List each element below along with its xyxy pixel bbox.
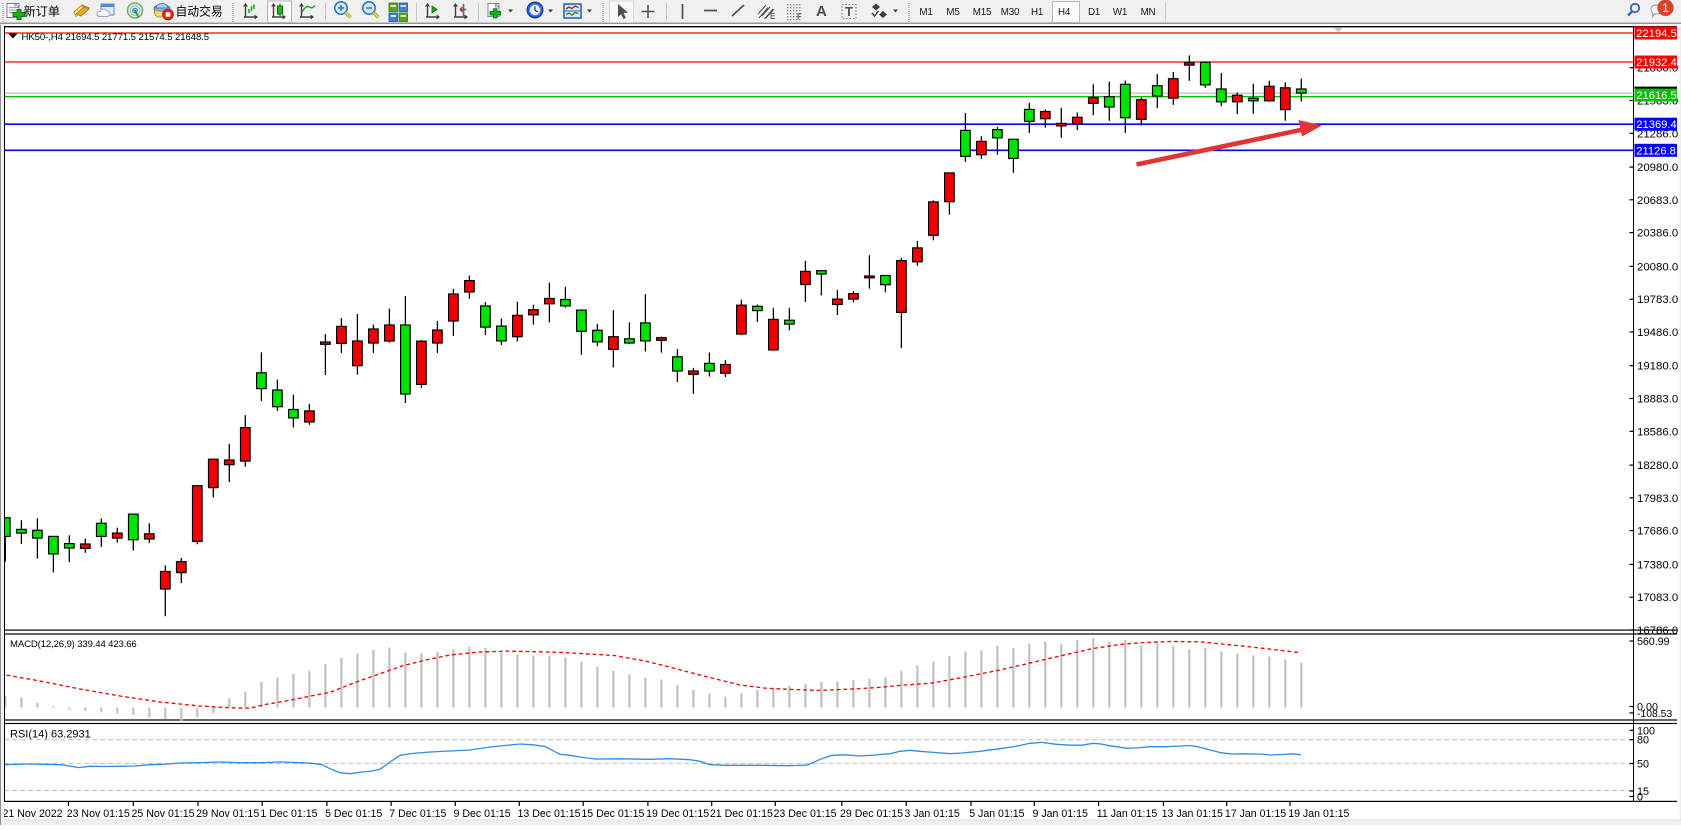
svg-text:22194.5: 22194.5 <box>1636 28 1676 40</box>
svg-text:19486.0: 19486.0 <box>1637 327 1678 339</box>
svg-text:20386.0: 20386.0 <box>1637 228 1678 240</box>
svg-text:新订单: 新订单 <box>24 4 61 19</box>
svg-text:M15: M15 <box>973 7 992 18</box>
svg-text:80: 80 <box>1637 735 1649 747</box>
svg-text:-108.53: -108.53 <box>1637 709 1672 720</box>
svg-text:W1: W1 <box>1113 7 1127 18</box>
svg-text:21 Dec 01:15: 21 Dec 01:15 <box>710 808 773 820</box>
svg-text:M1: M1 <box>919 7 932 18</box>
svg-text:H1: H1 <box>1031 7 1043 18</box>
svg-text:15: 15 <box>1637 786 1649 798</box>
svg-text:19783.0: 19783.0 <box>1637 294 1678 306</box>
svg-text:9 Dec 01:15: 9 Dec 01:15 <box>454 808 511 820</box>
svg-text:16786.0: 16786.0 <box>1637 625 1678 637</box>
svg-text:21932.4: 21932.4 <box>1636 57 1676 69</box>
svg-text:20980.0: 20980.0 <box>1637 162 1678 174</box>
svg-text:1: 1 <box>1662 1 1669 15</box>
svg-text:M5: M5 <box>946 7 960 18</box>
svg-text:A: A <box>816 3 827 20</box>
svg-text:D1: D1 <box>1088 7 1100 18</box>
svg-text:29 Dec 01:15: 29 Dec 01:15 <box>840 808 903 820</box>
svg-text:23 Nov 01:15: 23 Nov 01:15 <box>67 808 130 820</box>
svg-text:0.00: 0.00 <box>1637 702 1658 714</box>
svg-text:0: 0 <box>1637 792 1643 804</box>
svg-text:17 Jan 01:15: 17 Jan 01:15 <box>1225 808 1286 820</box>
svg-text:7 Dec 01:15: 7 Dec 01:15 <box>389 808 446 820</box>
svg-text:5 Jan 01:15: 5 Jan 01:15 <box>969 808 1024 820</box>
svg-text:100: 100 <box>1637 725 1655 737</box>
svg-text:20080.0: 20080.0 <box>1637 261 1678 273</box>
svg-text:21286.0: 21286.0 <box>1637 128 1678 140</box>
svg-text:1 Dec 01:15: 1 Dec 01:15 <box>260 808 317 820</box>
svg-text:19 Dec 01:15: 19 Dec 01:15 <box>646 808 709 820</box>
svg-text:18883.0: 18883.0 <box>1637 394 1678 406</box>
svg-text:18280.0: 18280.0 <box>1637 460 1678 472</box>
svg-text:13 Jan 01:15: 13 Jan 01:15 <box>1162 808 1223 820</box>
svg-text:23 Dec 01:15: 23 Dec 01:15 <box>774 808 837 820</box>
svg-text:F: F <box>797 13 802 22</box>
svg-text:25 Nov 01:15: 25 Nov 01:15 <box>132 808 195 820</box>
svg-text:3 Jan 01:15: 3 Jan 01:15 <box>904 808 959 820</box>
svg-text:9 Jan 01:15: 9 Jan 01:15 <box>1033 808 1088 820</box>
svg-text:50: 50 <box>1637 759 1649 771</box>
svg-text:H4: H4 <box>1058 7 1071 18</box>
svg-text:自动交易: 自动交易 <box>176 5 223 19</box>
svg-text:21369.4: 21369.4 <box>1636 119 1676 131</box>
svg-text:13 Dec 01:15: 13 Dec 01:15 <box>518 808 581 820</box>
svg-text:21 Nov 2022: 21 Nov 2022 <box>3 808 63 820</box>
svg-text:E: E <box>770 12 775 21</box>
svg-text:29 Nov 01:15: 29 Nov 01:15 <box>196 808 259 820</box>
svg-text:MN: MN <box>1141 7 1156 18</box>
svg-text:MACD(12,26,9) 339.44 423.66: MACD(12,26,9) 339.44 423.66 <box>10 639 137 650</box>
svg-text:5 Dec 01:15: 5 Dec 01:15 <box>325 808 382 820</box>
svg-text:18586.0: 18586.0 <box>1637 426 1678 438</box>
svg-text:17083.0: 17083.0 <box>1637 592 1678 604</box>
svg-text:560.99: 560.99 <box>1637 636 1670 648</box>
svg-text:21126.8: 21126.8 <box>1636 145 1676 157</box>
svg-text:17983.0: 17983.0 <box>1637 493 1678 505</box>
svg-text:M30: M30 <box>1001 7 1020 18</box>
svg-text:11 Jan 01:15: 11 Jan 01:15 <box>1097 808 1158 820</box>
svg-text:19 Jan 01:15: 19 Jan 01:15 <box>1288 808 1349 820</box>
svg-text:17686.0: 17686.0 <box>1637 526 1678 538</box>
svg-text:15 Dec 01:15: 15 Dec 01:15 <box>581 808 644 820</box>
svg-text:17380.0: 17380.0 <box>1637 559 1678 571</box>
svg-text:21616.5: 21616.5 <box>1636 90 1676 102</box>
svg-text:19180.0: 19180.0 <box>1637 361 1678 373</box>
svg-text:T: T <box>845 4 853 19</box>
svg-text:RSI(14) 63.2931: RSI(14) 63.2931 <box>10 729 91 741</box>
svg-text:HK50-,H4 21694.5 21771.5 2157: HK50-,H4 21694.5 21771.5 21574.5 21648.5 <box>22 32 210 43</box>
svg-text:20683.0: 20683.0 <box>1637 195 1678 207</box>
